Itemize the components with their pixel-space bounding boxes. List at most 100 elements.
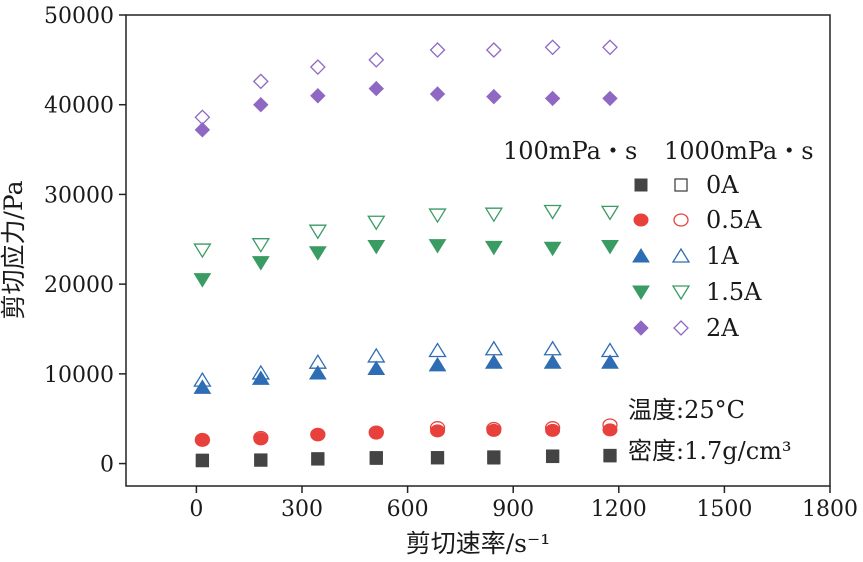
point-0A-100mPa: [369, 451, 383, 465]
point-1A-1000mPa: [543, 340, 562, 356]
point-0.5A-100mPa: [310, 428, 326, 442]
point-1.5A-100mPa: [193, 273, 212, 288]
legend-label-0A: 0A: [706, 171, 739, 199]
point-0.5A-100mPa: [486, 423, 502, 437]
point-1A-100mPa: [543, 354, 562, 369]
point-1A-100mPa: [193, 379, 212, 394]
legend-marker-1.5A-1000mPa: [671, 285, 691, 301]
point-0.5A-100mPa: [368, 426, 384, 440]
point-0A-100mPa: [487, 451, 501, 465]
point-1.5A-100mPa: [428, 239, 447, 254]
point-1A-100mPa: [601, 354, 619, 369]
point-2A-1000mPa: [602, 39, 618, 56]
legend-marker-0A-1000mPa: [674, 178, 688, 192]
y-tick-label: 10000: [44, 363, 114, 388]
point-2A-1000mPa: [309, 59, 326, 75]
legend-label-2A: 2A: [706, 314, 739, 342]
point-1.5A-1000mPa: [367, 215, 386, 231]
data-markers: [193, 39, 620, 468]
point-2A-100mPa: [310, 88, 326, 104]
y-axis-title: 剪切应力/Pa: [0, 180, 28, 319]
legend-marker-1.5A-100mPa: [632, 285, 650, 300]
point-0.5A-100mPa: [253, 432, 269, 446]
density-note: 密度:1.7g/cm³: [628, 437, 792, 465]
x-tick-label: 900: [492, 497, 534, 522]
legend-marker-0.5A-100mPa: [633, 213, 649, 227]
point-1.5A-100mPa: [251, 256, 270, 271]
legend-marker-2A-1000mPa: [673, 320, 689, 336]
point-2A-100mPa: [544, 90, 561, 107]
point-0A-100mPa: [431, 451, 445, 465]
temperature-note: 温度:25°C: [628, 396, 745, 424]
point-2A-100mPa: [602, 90, 618, 107]
point-1A-1000mPa: [484, 340, 504, 356]
legend-marker-1A-100mPa: [632, 248, 650, 263]
point-0A-100mPa: [311, 452, 325, 466]
point-1.5A-100mPa: [543, 241, 562, 257]
point-1A-100mPa: [484, 354, 503, 369]
y-tick-label: 50000: [44, 4, 114, 29]
axis-ticks: 0 300 600 900 1200 1500 1800 0 10000 20000 30000 40…: [44, 4, 858, 522]
point-1.5A-1000mPa: [543, 204, 562, 220]
point-2A-1000mPa: [252, 73, 269, 90]
x-tick-label: 300: [281, 497, 323, 522]
point-2A-1000mPa: [429, 42, 446, 58]
legend-label-1.5A: 1.5A: [706, 278, 762, 306]
point-0.5A-100mPa: [194, 432, 210, 446]
point-1.5A-1000mPa: [428, 208, 447, 224]
x-axis-title: 剪切速率/s⁻¹: [406, 529, 550, 558]
point-2A-100mPa: [253, 97, 269, 113]
point-2A-100mPa: [486, 88, 502, 105]
point-0.5A-100mPa: [430, 424, 446, 438]
legend-label-1A: 1A: [706, 242, 739, 270]
point-0A-100mPa: [195, 453, 209, 467]
point-1.5A-1000mPa: [308, 224, 328, 240]
x-tick-label: 0: [189, 497, 203, 522]
plot-frame: [125, 14, 831, 487]
y-tick-label: 20000: [44, 273, 114, 298]
point-2A-100mPa: [194, 122, 211, 138]
x-tick-label: 1800: [802, 497, 858, 522]
point-1A-1000mPa: [367, 347, 386, 363]
point-1A-1000mPa: [428, 342, 447, 358]
point-1A-100mPa: [428, 356, 447, 372]
point-2A-1000mPa: [368, 51, 385, 68]
point-1.5A-1000mPa: [600, 205, 620, 221]
legend-header-hollow: 1000mPa・s: [664, 137, 814, 165]
point-0A-100mPa: [254, 453, 268, 467]
legend-marker-1A-1000mPa: [671, 247, 691, 263]
point-0.5A-100mPa: [545, 423, 561, 437]
point-0A-100mPa: [603, 449, 617, 463]
legend-marker-2A-100mPa: [633, 320, 649, 336]
axes: [125, 14, 831, 487]
y-tick-label: 30000: [44, 183, 114, 208]
legend: 100mPa・s 1000mPa・s 0A 0.5A 1A 1.5A 2A: [503, 137, 814, 342]
legend-marker-0.5A-1000mPa: [673, 213, 689, 227]
point-1.5A-1000mPa: [251, 238, 270, 253]
point-1A-100mPa: [251, 370, 270, 385]
point-1.5A-100mPa: [367, 239, 386, 255]
legend-marker-0A-100mPa: [634, 178, 648, 192]
legend-header-filled: 100mPa・s: [503, 137, 637, 165]
x-tick-label: 1200: [591, 497, 647, 522]
point-2A-1000mPa: [485, 42, 502, 58]
point-0A-100mPa: [546, 450, 560, 464]
point-2A-1000mPa: [544, 39, 561, 56]
point-1.5A-100mPa: [484, 240, 503, 256]
point-1.5A-100mPa: [308, 246, 327, 261]
point-2A-100mPa: [368, 80, 384, 97]
x-tick-label: 1500: [696, 497, 752, 522]
x-tick-label: 600: [387, 497, 429, 522]
point-1.5A-100mPa: [601, 239, 619, 255]
point-0.5A-100mPa: [602, 423, 618, 437]
point-1.5A-1000mPa: [484, 207, 504, 223]
y-tick-label: 40000: [44, 94, 114, 119]
legend-markers: [632, 178, 691, 336]
point-1.5A-1000mPa: [193, 243, 212, 259]
point-1A-100mPa: [308, 365, 327, 380]
y-tick-label: 0: [100, 453, 114, 478]
point-2A-100mPa: [429, 86, 446, 102]
legend-label-0.5A: 0.5A: [706, 206, 762, 234]
point-1A-100mPa: [367, 360, 386, 375]
